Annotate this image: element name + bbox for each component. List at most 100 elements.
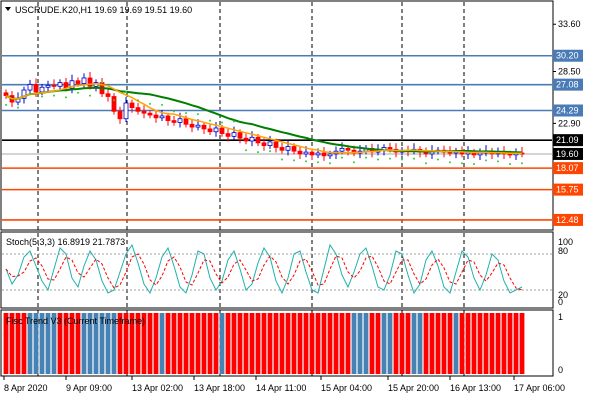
candle-body [171,120,177,123]
trend-bar [231,313,237,374]
symbol-info: USCRUDE.K20,H1 19.69 19.69 19.51 19.60 [15,5,192,15]
candle-body [87,77,93,87]
trend-bar [93,313,99,374]
candle-body [69,80,75,89]
psar-dot [197,113,199,116]
psar-dot [209,119,211,122]
candle-body [189,123,195,128]
psar-dot [293,159,295,162]
time-label: 16 Apr 13:00 [450,383,501,393]
trend-bar [315,313,321,374]
psar-dot [185,112,187,115]
time-label: 17 Apr 06:00 [514,383,565,393]
trend-bar [183,313,189,374]
price-axis[interactable]: 30.20 27.08 24.29 21.09 18.07 15.75 12.48 33.60… [553,19,583,375]
trend-bar [411,313,417,374]
level-price-tag [553,213,583,226]
trend-bar [309,313,315,374]
trend-bar [243,313,249,374]
psar-dot [521,162,523,165]
trend-bar [507,313,513,374]
level-price-tag [553,134,583,147]
candle-body [129,102,135,109]
candle-body [135,107,141,112]
trend-bar [351,313,357,374]
level-price-tag [553,183,583,196]
psar-dot [29,92,31,95]
candle-body [219,127,225,134]
trend-bar [519,313,525,374]
level-price-tag [553,78,583,91]
candle-body [117,110,123,120]
trend-bar [51,313,57,374]
stoch-tick-label: 20 [558,290,568,300]
trend-tick-label: 0 [558,365,563,375]
psar-dot [281,158,283,161]
symbol-menu-icon[interactable] [5,7,11,11]
psar-dot [53,94,55,97]
psar-dot [353,161,355,164]
trend-bar [189,313,195,374]
level-price-label: 21.09 [556,135,579,145]
trend-bar [147,313,153,374]
time-label: 8 Apr 2020 [4,383,48,393]
psar-dot [485,159,487,162]
time-label: 13 Apr 02:00 [132,383,183,393]
trend-bar [21,313,27,374]
trend-bar [63,313,69,374]
candle-body [159,115,165,119]
trend-bar [297,313,303,374]
trend-bar [237,313,243,374]
candle-body [57,82,63,87]
trend-bar [483,313,489,374]
trend-bar [153,313,159,374]
candle-body [291,146,297,152]
candle-body [195,124,201,128]
psar-dot [173,110,175,113]
horizontal-levels [2,54,552,221]
trend-bar [75,313,81,374]
psar-dot [125,90,127,93]
candle-body [237,132,243,139]
trend-bars [3,313,525,374]
psar-dot [509,163,511,166]
candle-body [243,137,249,142]
trend-bar [459,313,465,374]
candle-body [3,92,9,96]
trend-bar [453,313,459,374]
candle-body [27,84,33,91]
time-label: 14 Apr 11:00 [256,383,306,393]
psar-dot [257,151,259,154]
trend-bar [303,313,309,374]
trend-bar [357,313,363,374]
trend-bar [225,313,231,374]
trend-bar [363,313,369,374]
trend-bar [267,313,273,374]
candle-body [303,151,309,155]
trend-bar [327,313,333,374]
trend-bar [135,313,141,374]
trend-bar [9,313,15,374]
time-label: 9 Apr 09:00 [66,383,112,393]
trend-bar [261,313,267,374]
psar-dot [245,149,247,152]
trend-bar [15,313,21,374]
candle-body [345,147,351,151]
trend-bar [423,313,429,374]
current-price-tag [553,147,583,160]
trend-bar [33,313,39,374]
psar-dot [269,150,271,153]
candle-body [273,141,279,148]
trend-bar [513,313,519,374]
trend-bar [369,313,375,374]
trend-bar [393,313,399,374]
time-axis[interactable]: 8 Apr 2020 9 Apr 09:00 13 Apr 02:00 13 Apr … [3,376,565,393]
trend-bar [399,313,405,374]
candle-body [147,112,153,116]
price-tick-label: 33.60 [558,19,581,29]
psar-dot [377,158,379,161]
trend-bar [279,313,285,374]
candle-body [261,142,267,147]
candle-body [387,147,393,150]
